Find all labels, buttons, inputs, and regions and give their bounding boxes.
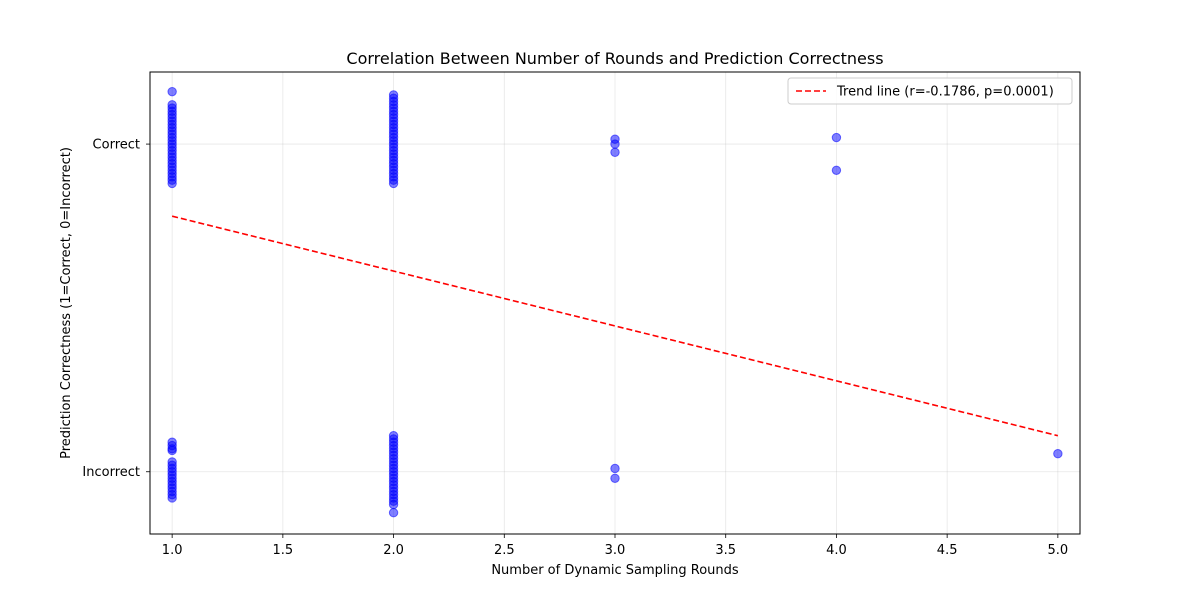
x-tick-label: 2.0 xyxy=(383,543,404,558)
chart-title: Correlation Between Number of Rounds and… xyxy=(346,49,883,68)
data-point xyxy=(610,473,620,483)
legend-trend-label: Trend line (r=-0.1786, p=0.0001) xyxy=(836,85,1054,100)
x-tick-label: 2.5 xyxy=(494,543,515,558)
y-axis-label: Prediction Correctness (1=Correct, 0=Inc… xyxy=(59,147,74,459)
data-point xyxy=(388,508,399,518)
x-tick-label: 3.0 xyxy=(605,543,626,558)
data-point xyxy=(831,132,842,143)
trend-line xyxy=(171,215,1059,437)
x-axis-label: Number of Dynamic Sampling Rounds xyxy=(491,563,739,578)
x-tick-label: 4.0 xyxy=(826,543,847,558)
x-tick-label: 3.5 xyxy=(715,543,736,558)
legend: Trend line (r=-0.1786, p=0.0001) xyxy=(787,77,1073,105)
data-point xyxy=(167,445,177,456)
data-point xyxy=(167,493,177,503)
legend-box xyxy=(787,77,1073,105)
data-point xyxy=(388,499,399,510)
x-tick-label: 1.5 xyxy=(273,543,294,558)
x-axis-ticks: 1.0 1.5 2.0 2.5 3.0 3.5 4.0 4.5 5.0 xyxy=(162,534,1068,558)
data-point xyxy=(167,86,177,97)
x-tick-label: 1.0 xyxy=(162,543,183,558)
data-point xyxy=(1053,449,1063,459)
data-points xyxy=(167,86,1063,518)
data-point xyxy=(388,178,399,189)
data-point xyxy=(831,165,842,175)
x-tick-label: 5.0 xyxy=(1048,543,1069,558)
data-point xyxy=(610,139,620,149)
y-axis-ticks: Incorrect Correct xyxy=(82,138,150,480)
y-tick-label: Correct xyxy=(93,138,140,153)
y-tick-label: Incorrect xyxy=(82,465,140,480)
x-tick-label: 4.5 xyxy=(937,543,958,558)
data-point xyxy=(167,178,177,189)
data-point xyxy=(610,147,620,157)
data-point xyxy=(610,463,620,474)
trend-line-layer xyxy=(171,215,1059,437)
